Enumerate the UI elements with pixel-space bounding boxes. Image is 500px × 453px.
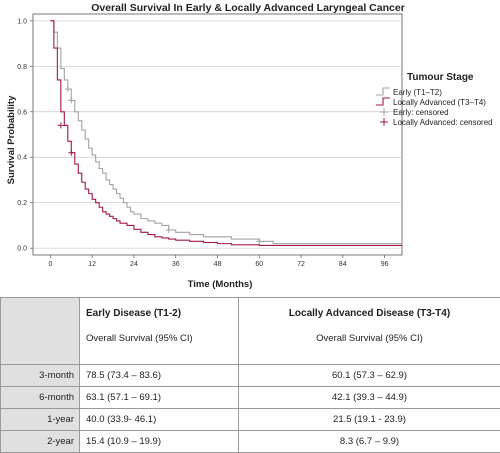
legend-title: Tumour Stage: [407, 72, 474, 83]
y-axis-title: Survival Probability: [6, 95, 17, 184]
x-tick-label: 72: [297, 261, 305, 268]
table-row: 2-year 15.4 (10.9 – 19.9) 8.3 (6.7 – 9.9…: [1, 431, 500, 453]
y-tick-label: 0.8: [17, 64, 27, 71]
legend-entry: Early: censored: [393, 108, 449, 117]
y-tick-label: 0.0: [17, 246, 27, 253]
y-tick-label: 0.2: [17, 200, 27, 207]
table-header-row: Early Disease (T1-2) Overall Survival (9…: [1, 298, 500, 365]
x-tick-label: 48: [214, 261, 222, 268]
cell-advanced: 42.1 (39.3 – 44.9): [239, 387, 500, 409]
column-title: Early Disease (T1-2): [86, 308, 238, 319]
survival-table: Early Disease (T1-2) Overall Survival (9…: [0, 297, 500, 453]
cell-advanced: 21.5 (19.1 - 23.9): [239, 409, 500, 431]
cell-advanced: 60.1 (57.3 – 62.9): [239, 365, 500, 387]
x-tick-label: 60: [255, 261, 263, 268]
x-tick-label: 24: [130, 261, 138, 268]
survival-chart-svg: Overall Survival In Early & Locally Adva…: [0, 0, 500, 292]
plot-area: 0.0 0.2 0.4 0.6 0.8 1.0 0 12 24 36 48 60 72 84 96: [17, 14, 402, 268]
legend-entry: Locally Advanced: censored: [393, 118, 493, 127]
row-label: 2-year: [1, 431, 80, 453]
plot-frame: [33, 14, 402, 255]
column-subtitle: Overall Survival (95% CI): [239, 333, 500, 344]
legend-entry: Early (T1–T2): [393, 88, 442, 97]
cell-early: 15.4 (10.9 – 19.9): [80, 431, 239, 453]
column-subtitle: Overall Survival (95% CI): [86, 333, 238, 344]
table-row: 6-month 63.1 (57.1 – 69.1) 42.1 (39.3 – …: [1, 387, 500, 409]
row-label: 6-month: [1, 387, 80, 409]
row-label: 1-year: [1, 409, 80, 431]
table-row: 3-month 78.5 (73.4 – 83.6) 60.1 (57.3 – …: [1, 365, 500, 387]
x-axis-title: Time (Months): [188, 279, 253, 290]
x-tick-label: 36: [172, 261, 180, 268]
legend-entry: Locally Advanced (T3–T4): [393, 98, 486, 107]
cell-early: 78.5 (73.4 – 83.6): [80, 365, 239, 387]
row-label: 3-month: [1, 365, 80, 387]
x-tick-label: 96: [381, 261, 389, 268]
x-tick-label: 0: [48, 261, 52, 268]
y-tick-label: 0.4: [17, 155, 27, 162]
cell-advanced: 8.3 (6.7 – 9.9): [239, 431, 500, 453]
column-header-advanced: Locally Advanced Disease (T3-T4) Overall…: [239, 298, 500, 365]
chart-title: Overall Survival In Early & Locally Adva…: [91, 2, 405, 14]
table-row: 1-year 40.0 (33.9- 46.1) 21.5 (19.1 - 23…: [1, 409, 500, 431]
x-tick-label: 84: [339, 261, 347, 268]
column-header-early: Early Disease (T1-2) Overall Survival (9…: [80, 298, 239, 365]
x-tick-label: 12: [88, 261, 96, 268]
y-tick-label: 1.0: [17, 18, 27, 25]
y-tick-label: 0.6: [17, 109, 27, 116]
column-title: Locally Advanced Disease (T3-T4): [239, 308, 500, 319]
cell-early: 63.1 (57.1 – 69.1): [80, 387, 239, 409]
survival-chart: Overall Survival In Early & Locally Adva…: [0, 0, 500, 292]
table-corner-cell: [1, 298, 80, 365]
cell-early: 40.0 (33.9- 46.1): [80, 409, 239, 431]
